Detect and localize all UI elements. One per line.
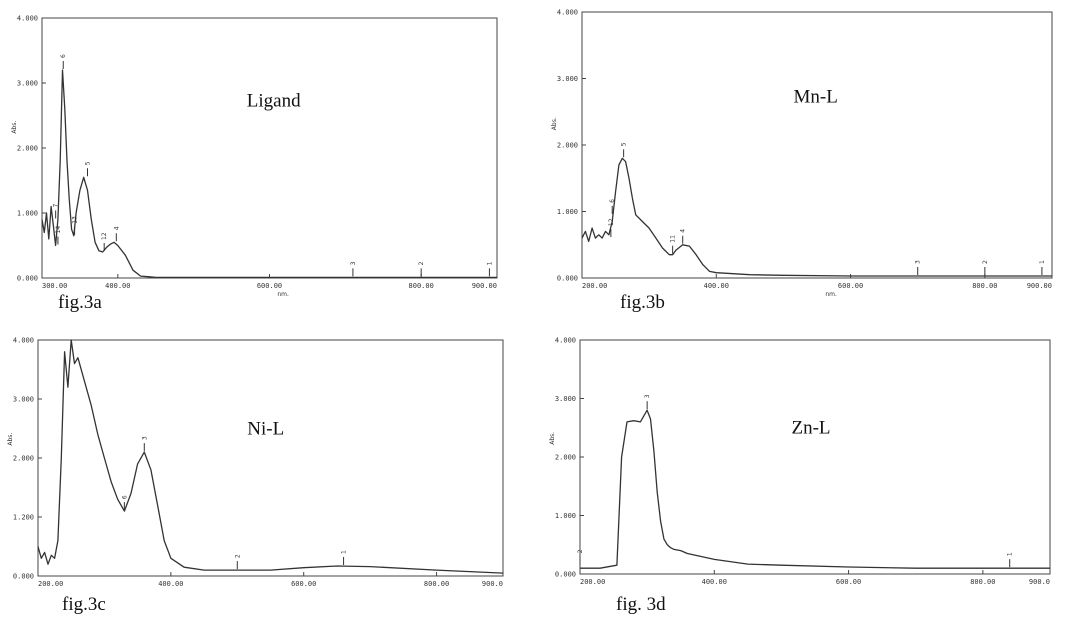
peak-label: 12 — [608, 218, 615, 226]
chart-title: Ligand — [247, 90, 301, 111]
caption-a: fig.3a — [58, 292, 102, 313]
x-tick-label: 900.00 — [1027, 282, 1052, 290]
y-tick-label: 1.000 — [17, 210, 38, 218]
spectrum-line — [41, 69, 497, 279]
peak-label: 3 — [644, 394, 651, 398]
chart-panel-a: 0.000 1.000 2.000 3.000 4.000 300.00 400.00 600… — [0, 0, 520, 300]
x-tick-label: 200.00 — [582, 282, 607, 290]
y-axis-label: Abs. — [7, 433, 14, 446]
y-tick-label: 2.000 — [555, 454, 576, 462]
y-tick-label: 2.000 — [557, 142, 578, 150]
x-tick-label: 400.00 — [704, 282, 729, 290]
peak-label: 3 — [350, 261, 357, 265]
peak-label: 11 — [670, 235, 677, 243]
peak-label: 1 — [486, 261, 493, 265]
x-tick-label: 200.00 — [580, 578, 605, 586]
x-tick-label: 800.00 — [409, 282, 434, 290]
chart-c-svg: 0.000 1.200 2.000 3.000 4.000 200.00 400.00 600… — [7, 337, 504, 588]
peak-label: 5 — [621, 142, 628, 146]
peak-label: 13 — [72, 216, 79, 224]
plot-frame — [37, 339, 504, 577]
y-tick-label: 0.000 — [13, 573, 34, 581]
y-tick-label: 4.000 — [555, 337, 576, 345]
peak-label: 1 — [1039, 260, 1046, 264]
y-axis-label: Abs. — [11, 121, 18, 134]
y-tick-label: 1.000 — [557, 208, 578, 216]
x-axis-label: nm. — [277, 291, 289, 298]
plot-frame — [579, 339, 1051, 575]
x-tick-label: 800.00 — [970, 578, 995, 586]
x-tick-label: 600.00 — [291, 580, 316, 588]
peak-label: 4 — [680, 229, 687, 233]
x-tick-label: 400.00 — [702, 578, 727, 586]
plot-frame — [41, 17, 498, 279]
y-tick-label: 2.000 — [17, 145, 38, 153]
chart-title: Ni-L — [247, 418, 284, 439]
chart-title: Mn-L — [794, 86, 838, 107]
peak-label: 4 — [113, 226, 120, 230]
y-axis-label: Abs. — [549, 432, 556, 445]
spectrum-line — [580, 409, 1050, 569]
plot-frame — [581, 11, 1053, 279]
caption-d: fig. 3d — [616, 594, 666, 615]
x-tick-label: 800.00 — [424, 580, 449, 588]
peak-label: 6 — [609, 199, 616, 203]
peak-label: 2 — [418, 261, 425, 265]
chart-panel-b: 0.000 1.000 2.000 3.000 4.000 200.00 400.00 600… — [540, 0, 1071, 300]
chart-title: Zn-L — [792, 418, 831, 439]
chart-d-svg: 0.000 1.000 2.000 3.000 4.000 200.00 400.00 600… — [549, 337, 1051, 586]
peak-label: 6 — [121, 495, 128, 499]
y-tick-label: 3.000 — [13, 396, 34, 404]
y-tick-label: 3.000 — [557, 75, 578, 83]
y-tick-label: 0.000 — [17, 275, 38, 283]
x-tick-label: 400.00 — [158, 580, 183, 588]
peak-label: 5 — [85, 161, 92, 165]
y-tick-label: 2.000 — [13, 455, 34, 463]
chart-panel-d: 0.000 1.000 2.000 3.000 4.000 200.00 400.00 600… — [540, 320, 1071, 590]
peak-label: 3 — [141, 436, 148, 440]
caption-b: fig.3b — [620, 292, 665, 313]
x-axis-label: nm. — [825, 291, 837, 298]
y-tick-label: 0.000 — [555, 571, 576, 579]
x-tick-label: 900.0 — [1029, 578, 1050, 586]
y-tick-label: 4.000 — [557, 9, 578, 17]
x-tick-label: 300.00 — [42, 282, 67, 290]
peak-label: 2 — [577, 549, 584, 553]
peak-label: 1 — [341, 550, 348, 554]
peak-label: 3 — [915, 260, 922, 264]
y-tick-label: 3.000 — [17, 80, 38, 88]
peak-label: 6 — [60, 54, 67, 58]
x-tick-label: 200.00 — [38, 580, 63, 588]
x-tick-label: 800.00 — [972, 282, 997, 290]
x-tick-label: 600.00 — [257, 282, 282, 290]
peak-label: 7 — [53, 204, 60, 208]
chart-b-svg: 0.000 1.000 2.000 3.000 4.000 200.00 400.00 600… — [551, 9, 1053, 298]
peak-label: 12 — [101, 232, 108, 240]
y-tick-label: 4.000 — [13, 337, 34, 345]
peak-label: 2 — [982, 260, 989, 264]
y-tick-label: 1.000 — [555, 512, 576, 520]
peak-label: 2 — [234, 554, 241, 558]
spectrum-line — [37, 339, 504, 574]
y-tick-label: 4.000 — [17, 15, 38, 23]
x-tick-label: 400.00 — [105, 282, 130, 290]
x-tick-label: 600.00 — [838, 282, 863, 290]
spectrum-line — [581, 157, 1052, 277]
x-tick-label: 900.0 — [482, 580, 503, 588]
x-tick-label: 600.00 — [836, 578, 861, 586]
y-axis-label: Abs. — [551, 117, 558, 130]
caption-c: fig.3c — [62, 594, 106, 615]
peak-label: 1 — [1007, 552, 1014, 556]
x-tick-label: 900.00 — [472, 282, 497, 290]
y-tick-label: 3.000 — [555, 395, 576, 403]
chart-panel-c: 0.000 1.200 2.000 3.000 4.000 200.00 400.00 600… — [0, 320, 520, 590]
y-tick-label: 0.000 — [557, 275, 578, 283]
peak-label: 14 — [55, 226, 62, 234]
y-tick-label: 1.200 — [13, 514, 34, 522]
chart-a-svg: 0.000 1.000 2.000 3.000 4.000 300.00 400.00 600… — [11, 15, 498, 298]
